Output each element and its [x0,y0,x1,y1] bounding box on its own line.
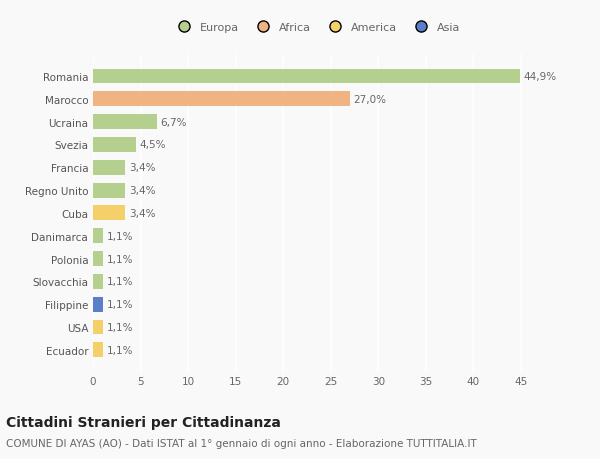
Bar [93,274,103,289]
Text: 1,1%: 1,1% [107,231,134,241]
Text: 3,4%: 3,4% [129,163,155,173]
Bar [93,69,520,84]
Text: 6,7%: 6,7% [161,118,187,128]
Text: 44,9%: 44,9% [524,72,557,82]
Text: 1,1%: 1,1% [107,277,134,287]
Text: 1,1%: 1,1% [107,254,134,264]
Bar [93,206,125,221]
Bar [93,183,125,198]
Text: 3,4%: 3,4% [129,208,155,218]
Text: 3,4%: 3,4% [129,186,155,196]
Text: 1,1%: 1,1% [107,322,134,332]
Text: COMUNE DI AYAS (AO) - Dati ISTAT al 1° gennaio di ogni anno - Elaborazione TUTTI: COMUNE DI AYAS (AO) - Dati ISTAT al 1° g… [6,438,477,448]
Text: 27,0%: 27,0% [353,95,386,105]
Bar [93,161,125,175]
Bar [93,229,103,244]
Bar [93,92,350,107]
Bar [93,115,157,130]
Text: Cittadini Stranieri per Cittadinanza: Cittadini Stranieri per Cittadinanza [6,415,281,429]
Text: 1,1%: 1,1% [107,299,134,309]
Text: 1,1%: 1,1% [107,345,134,355]
Bar [93,138,136,152]
Bar [93,252,103,266]
Text: 4,5%: 4,5% [140,140,166,150]
Bar [93,342,103,358]
Legend: Europa, Africa, America, Asia: Europa, Africa, America, Asia [170,19,463,36]
Bar [93,297,103,312]
Bar [93,320,103,335]
